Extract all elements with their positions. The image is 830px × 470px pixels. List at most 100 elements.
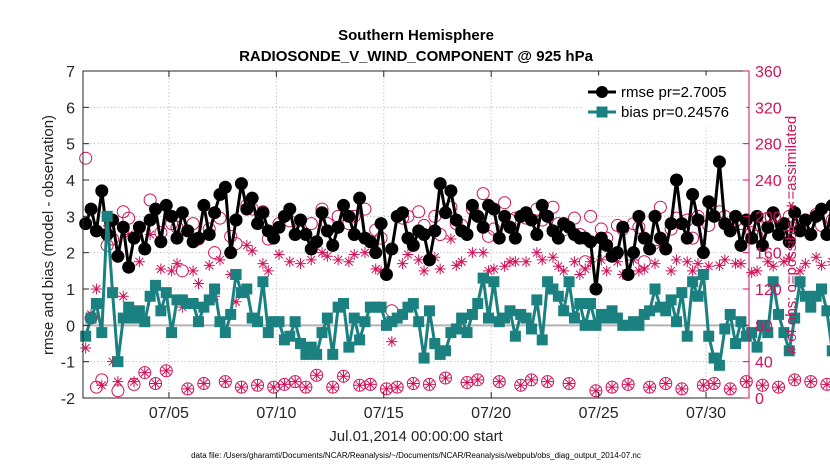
rmse-marker (632, 209, 646, 223)
assimilated-obs-marker (595, 254, 607, 266)
assimilated-obs-marker (547, 251, 559, 263)
rmse-marker (584, 235, 598, 249)
assimilated-obs-marker (574, 268, 586, 280)
possible-obs-marker (659, 376, 673, 390)
assimilated-obs-marker (644, 381, 656, 393)
rmse-marker (138, 242, 152, 256)
possible-obs-marker (149, 376, 163, 390)
possible-obs-marker (584, 209, 598, 223)
possible-obs-marker (825, 213, 830, 227)
assimilated-obs-marker (751, 265, 763, 277)
possible-obs-marker (390, 380, 404, 394)
assimilated-obs-marker (354, 379, 366, 391)
bias-marker (697, 268, 709, 280)
assimilated-obs-series (80, 223, 830, 397)
bias-marker (375, 301, 387, 313)
assimilated-obs-marker (660, 377, 672, 389)
possible-obs-marker (277, 377, 291, 391)
bias-marker (413, 316, 425, 328)
rmse-marker (766, 206, 780, 220)
rmse-marker (691, 213, 705, 227)
bias-marker (746, 327, 758, 339)
bias-marker (520, 312, 532, 324)
assimilated-obs-marker (214, 254, 226, 266)
assimilated-obs-marker (477, 247, 489, 259)
rmse-marker (417, 228, 431, 241)
assimilated-obs-marker (697, 379, 709, 391)
possible-obs-marker (138, 366, 152, 380)
rmse-marker (224, 246, 238, 260)
possible-obs-marker (422, 377, 436, 391)
assimilated-obs-marker (289, 376, 301, 388)
assimilated-obs-marker (681, 256, 693, 268)
rmse-marker (218, 180, 232, 194)
rmse-marker (422, 253, 436, 267)
assimilated-obs-marker (499, 260, 511, 272)
possible-obs-marker (310, 368, 324, 382)
bias-marker (423, 305, 435, 317)
possible-obs-marker (363, 377, 377, 391)
assimilated-obs-marker (472, 374, 484, 386)
rmse-marker (487, 202, 501, 216)
bias-marker (547, 283, 559, 295)
rmse-marker (336, 198, 350, 212)
bias-marker (305, 341, 317, 353)
possible-obs-marker (218, 375, 232, 389)
bias-marker (209, 283, 221, 295)
possible-obs-marker (412, 205, 426, 219)
bias-marker (590, 319, 602, 331)
x-tick-label: 07/20 (471, 405, 511, 422)
assimilated-obs-marker (348, 248, 360, 260)
possible-obs-marker (251, 378, 265, 392)
bias-marker (504, 305, 516, 317)
possible-obs-marker (723, 382, 737, 396)
assimilated-obs-marker (187, 265, 199, 277)
rmse-marker (439, 206, 453, 220)
possible-obs-marker (353, 378, 367, 392)
rmse-marker (750, 209, 764, 223)
assimilated-obs-marker (386, 336, 398, 348)
bias-marker (241, 283, 253, 295)
bias-marker (719, 323, 731, 335)
rmse-marker (320, 224, 334, 238)
rmse-marker (202, 228, 216, 241)
bias-marker (192, 316, 204, 328)
bias-marker (198, 301, 210, 313)
assimilated-obs-marker (257, 258, 269, 270)
bias-marker (343, 341, 355, 353)
bias-marker (133, 305, 145, 317)
bias-marker (773, 308, 785, 320)
bias-marker (214, 316, 226, 328)
y2-tick-label: 280 (755, 137, 782, 154)
assimilated-obs-marker (773, 381, 785, 393)
bias-marker (321, 312, 333, 324)
bias-marker (713, 359, 725, 371)
rmse-marker (702, 195, 716, 209)
rmse-marker (197, 198, 211, 212)
rmse-marker (181, 224, 195, 238)
rmse-marker (143, 213, 157, 227)
bias-marker (456, 312, 468, 324)
data-file-footnote: data file: /Users/gharamti/Documents/NCA… (191, 451, 641, 460)
assimilated-obs-marker (268, 381, 280, 393)
rmse-marker (342, 209, 356, 223)
rmse-marker (621, 267, 635, 281)
bias-marker (160, 287, 172, 299)
rmse-marker (251, 217, 265, 231)
possible-obs-marker (541, 375, 555, 389)
assimilated-obs-marker (96, 379, 108, 391)
bias-marker (799, 290, 811, 302)
bias-marker (826, 345, 830, 357)
assimilated-obs-marker (633, 265, 645, 277)
assimilated-obs-marker (740, 376, 752, 388)
rmse-marker (669, 173, 683, 187)
rmse-marker (643, 242, 657, 256)
bias-marker (252, 316, 264, 328)
rmse-marker (84, 202, 98, 216)
assimilated-obs-marker (300, 381, 312, 393)
assimilated-obs-marker (579, 263, 591, 275)
assimilated-obs-marker (676, 383, 688, 395)
bias-marker (96, 327, 108, 339)
rmse-marker (229, 213, 243, 227)
bias-marker (579, 319, 591, 331)
